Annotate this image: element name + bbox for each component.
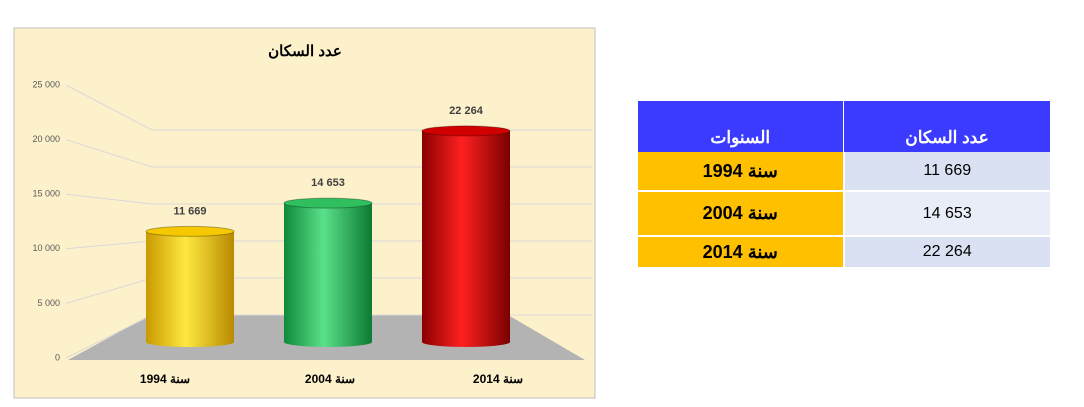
chart: عدد السكان 0 5 000 10 000 15 000 20 000 25 00… [13, 27, 596, 399]
year-cell: سنة 1994 [636, 152, 844, 192]
row: سنة 2004 14 653 [636, 191, 1050, 237]
y-tick-label: 20 000 [32, 134, 60, 144]
x-tick-label: سنة 2014 [473, 372, 523, 386]
y-tick-label: 5 000 [37, 298, 60, 308]
value-cell: 22 264 [842, 236, 1050, 269]
bar [422, 130, 510, 342]
bar-top [145, 225, 235, 237]
row: سنة 1994 11 669 [636, 152, 1050, 192]
value-cell: 14 653 [842, 191, 1050, 237]
bar-top [283, 197, 373, 209]
x-tick-label: سنة 2004 [305, 372, 355, 386]
header-row: السنوات عدد السكان [636, 101, 1050, 152]
value-label: 22 264 [449, 105, 484, 117]
value-cell: 11 669 [842, 152, 1050, 192]
y-tick-label: 25 000 [32, 79, 60, 89]
y-tick-label: 10 000 [32, 243, 60, 253]
bar [284, 203, 372, 342]
bar-top [421, 125, 511, 137]
data-table: السنوات عدد السكان سنة 1994 11 669 سنة 20… [636, 101, 1050, 269]
bar [146, 231, 234, 342]
header-cell: السنوات [636, 101, 844, 152]
value-label: 14 653 [311, 177, 345, 189]
row: سنة 2014 22 264 [636, 236, 1050, 269]
header-cell: عدد السكان [843, 101, 1050, 152]
y-tick-label: 15 000 [32, 189, 60, 199]
x-tick-label: سنة 1994 [140, 372, 190, 386]
year-cell: سنة 2014 [636, 236, 844, 269]
chart-title: عدد السكان [268, 43, 342, 60]
year-cell: سنة 2004 [636, 191, 844, 237]
value-label: 11 669 [173, 205, 206, 217]
y-tick-label: 0 [55, 352, 60, 362]
